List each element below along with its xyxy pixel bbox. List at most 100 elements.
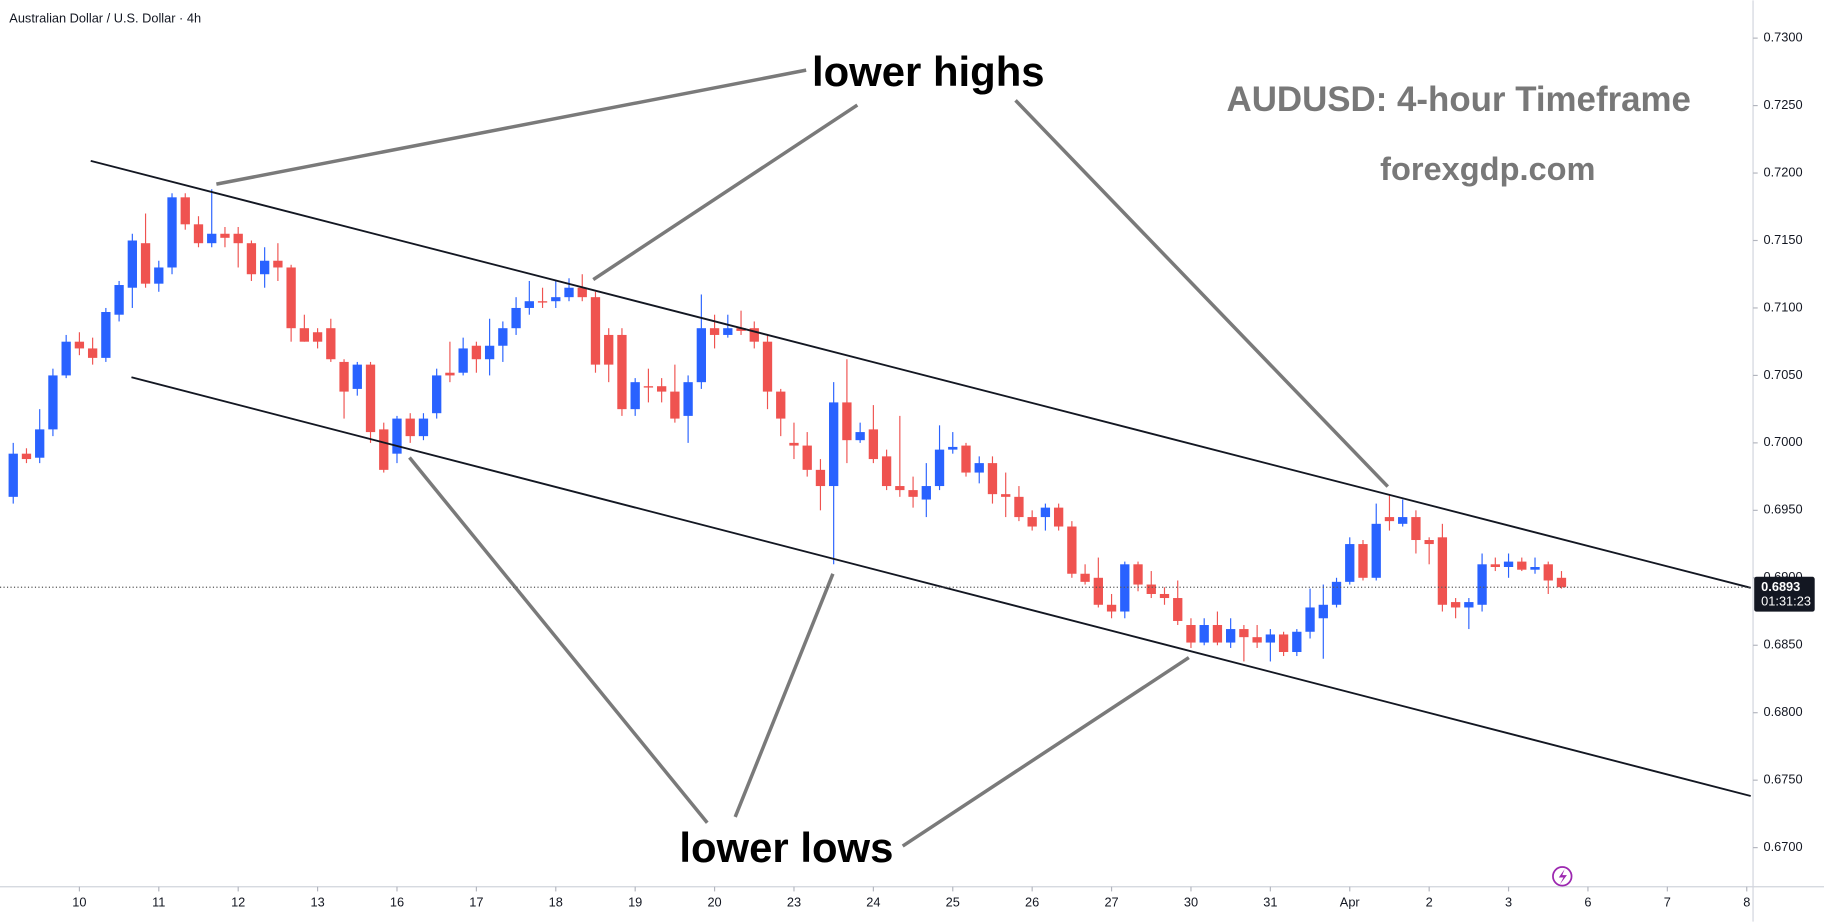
- y-tick-label: 0.6950: [1764, 502, 1803, 517]
- alert-icon[interactable]: [1552, 866, 1573, 887]
- x-tick-label: 26: [1025, 894, 1039, 909]
- candle-body: [1345, 544, 1355, 582]
- candle-body: [1292, 631, 1302, 652]
- pointer: [1014, 99, 1390, 488]
- x-tick-label: Apr: [1340, 894, 1361, 909]
- candle-body: [537, 301, 548, 303]
- candle-body: [524, 301, 534, 308]
- candle-body: [802, 445, 812, 470]
- x-tick-label: 24: [866, 894, 880, 909]
- candle-body: [471, 345, 482, 360]
- y-tick-label: 0.7250: [1764, 97, 1803, 112]
- pointer: [216, 68, 807, 186]
- candle-body: [1120, 564, 1130, 612]
- candle-body: [604, 334, 614, 365]
- x-tick-label: 27: [1104, 894, 1118, 909]
- last-price-box: [1754, 576, 1815, 612]
- candle-body: [1212, 625, 1223, 643]
- candle-body: [895, 486, 905, 491]
- candle-body: [1133, 564, 1143, 585]
- x-tick-label: 7: [1664, 894, 1671, 909]
- candle-body: [35, 429, 45, 458]
- candle-body: [21, 453, 32, 460]
- candle-body: [1053, 507, 1064, 527]
- y-tick-label: 0.6800: [1764, 704, 1803, 719]
- candle-body: [590, 297, 601, 365]
- candle-body: [1556, 577, 1567, 588]
- x-tick-label: 17: [469, 894, 483, 909]
- candle-body: [617, 334, 627, 410]
- last-price-label: 0.6893: [1761, 579, 1800, 594]
- candle-body: [1014, 496, 1024, 518]
- candle-body: [511, 307, 521, 329]
- candle-body: [1411, 517, 1421, 541]
- candle-body: [299, 328, 310, 342]
- candle-body: [1199, 625, 1209, 643]
- candle-body: [326, 328, 336, 360]
- x-tick-label: 30: [1184, 894, 1198, 909]
- candle-body: [1464, 602, 1474, 608]
- candle-body: [180, 197, 190, 225]
- candle-body: [1384, 517, 1395, 522]
- x-tick-label: 20: [707, 894, 721, 909]
- candle-body: [1080, 573, 1090, 582]
- x-tick-label: 16: [390, 894, 404, 909]
- candle-body: [670, 391, 680, 419]
- channel-lower: [131, 376, 1751, 797]
- pointer: [408, 456, 709, 824]
- x-tick-label: 11: [152, 894, 165, 909]
- candle-body: [1398, 517, 1408, 524]
- candle-body: [789, 442, 799, 446]
- y-tick-label: 0.7150: [1764, 232, 1803, 247]
- candle-body: [1093, 577, 1103, 605]
- candle-body: [1040, 507, 1051, 518]
- candle-body: [1424, 540, 1434, 545]
- candle-body: [101, 312, 111, 358]
- candle-body: [776, 391, 786, 419]
- candle-body: [140, 243, 151, 284]
- y-tick-label: 0.7200: [1764, 164, 1803, 179]
- candle-body: [233, 233, 243, 244]
- candle-body: [365, 364, 376, 433]
- candle-body: [815, 469, 826, 487]
- x-tick-label: 12: [231, 894, 245, 909]
- x-tick-label: 6: [1584, 894, 1591, 909]
- annotation: lower highs: [812, 48, 1045, 95]
- candle-body: [286, 267, 296, 329]
- candle-body: [1173, 598, 1183, 621]
- candle-body: [881, 456, 892, 487]
- candle-body: [405, 418, 415, 437]
- x-tick-label: 2: [1426, 894, 1433, 909]
- y-tick-label: 0.6850: [1764, 637, 1803, 652]
- candle-body: [1490, 564, 1500, 568]
- candle-body: [445, 372, 455, 376]
- candle-body: [220, 233, 230, 238]
- candle-body: [948, 446, 958, 450]
- candle-body: [1503, 561, 1514, 568]
- y-tick-label: 0.7050: [1764, 367, 1803, 382]
- candle-body: [379, 429, 389, 470]
- candle-body: [987, 463, 998, 495]
- candle-body: [868, 429, 879, 460]
- x-tick-label: 19: [628, 894, 642, 909]
- y-tick-label: 0.7100: [1764, 299, 1803, 314]
- x-tick-label: 8: [1743, 894, 1750, 909]
- watermark-site: forexgdp.com: [1380, 151, 1595, 187]
- candle-body: [1265, 634, 1276, 643]
- candle-body: [8, 453, 18, 497]
- candle-body: [829, 402, 839, 487]
- candle-body: [961, 445, 971, 473]
- candle-body: [498, 328, 508, 346]
- candles: [8, 189, 1567, 662]
- y-tick-label: 0.6750: [1764, 772, 1803, 787]
- candle-body: [564, 287, 574, 298]
- candle-body: [643, 386, 654, 388]
- candle-body: [908, 490, 918, 497]
- candle-body: [48, 375, 58, 430]
- candle-body: [974, 463, 984, 473]
- x-tick-label: 13: [310, 894, 324, 909]
- candle-body: [1186, 625, 1196, 643]
- candle-body: [1239, 629, 1249, 638]
- candle-body: [551, 297, 561, 302]
